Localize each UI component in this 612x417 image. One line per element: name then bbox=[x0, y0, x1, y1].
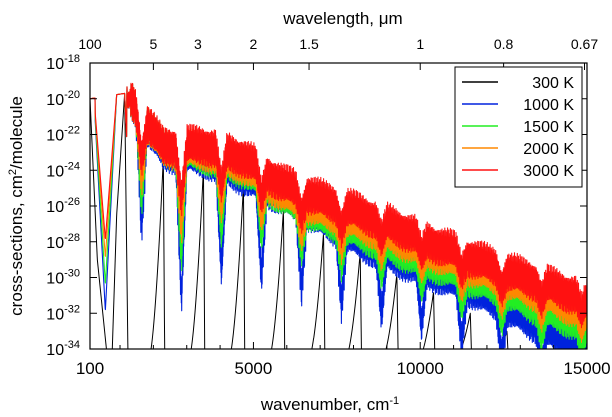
x-axis-title: wavenumber, cm-1 bbox=[260, 395, 399, 414]
top-tick-label: 100 bbox=[78, 36, 102, 52]
y-tick-label: 10-30 bbox=[46, 268, 80, 288]
y-tick-label: 10-24 bbox=[46, 160, 80, 180]
top-axis-title-unit: μm bbox=[379, 9, 403, 28]
y-axis-title-sup: 2 bbox=[7, 169, 19, 175]
top-tick-label: 2 bbox=[250, 36, 258, 52]
series-3000k bbox=[90, 82, 587, 329]
y-tick-label: 10-22 bbox=[46, 125, 80, 145]
x-tick-label: 100 bbox=[76, 359, 104, 378]
x-axis-ticks: 100 5000 10000 15000 bbox=[76, 342, 611, 378]
y-axis-title: cross-sections, cm2/molecule bbox=[7, 96, 26, 316]
top-tick-label: 0.67 bbox=[571, 36, 598, 52]
y-tick-label: 10-28 bbox=[46, 232, 80, 252]
y-tick-label: 10-18 bbox=[46, 53, 80, 73]
series-layer bbox=[90, 82, 587, 349]
x-tick-label: 10000 bbox=[397, 359, 444, 378]
top-tick-label: 1 bbox=[416, 36, 424, 52]
y-tick-label: 10-32 bbox=[46, 303, 80, 323]
y-tick-label: 10-26 bbox=[46, 196, 80, 216]
legend-label: 1000 K bbox=[523, 97, 574, 114]
legend-label: 300 K bbox=[532, 75, 574, 92]
y-tick-label: 10-34 bbox=[46, 339, 80, 359]
legend-label: 2000 K bbox=[523, 141, 574, 158]
top-axis-ticks: 100 5 3 2 1.5 1 0.8 0.67 bbox=[78, 36, 598, 70]
legend-items: 300 K 1000 K 1500 K 2000 K 3000 K bbox=[462, 75, 574, 180]
x-tick-label: 5000 bbox=[235, 359, 273, 378]
top-tick-label: 0.8 bbox=[494, 36, 514, 52]
x-axis-title-sup: -1 bbox=[389, 395, 399, 407]
top-axis-title: wavelength, μm bbox=[282, 9, 402, 28]
legend: 300 K 1000 K 1500 K 2000 K 3000 K bbox=[454, 66, 583, 188]
top-tick-label: 3 bbox=[194, 36, 202, 52]
legend-box bbox=[454, 66, 583, 188]
top-tick-label: 5 bbox=[149, 36, 157, 52]
y-axis-ticks: 10-18 10-20 10-22 10-24 10-26 10-28 10-30 10-32… bbox=[46, 53, 587, 359]
legend-label: 3000 K bbox=[523, 163, 574, 180]
y-tick-label: 10-20 bbox=[46, 89, 80, 109]
legend-label: 1500 K bbox=[523, 119, 574, 136]
x-tick-label: 15000 bbox=[563, 359, 610, 378]
top-tick-label: 1.5 bbox=[299, 36, 319, 52]
